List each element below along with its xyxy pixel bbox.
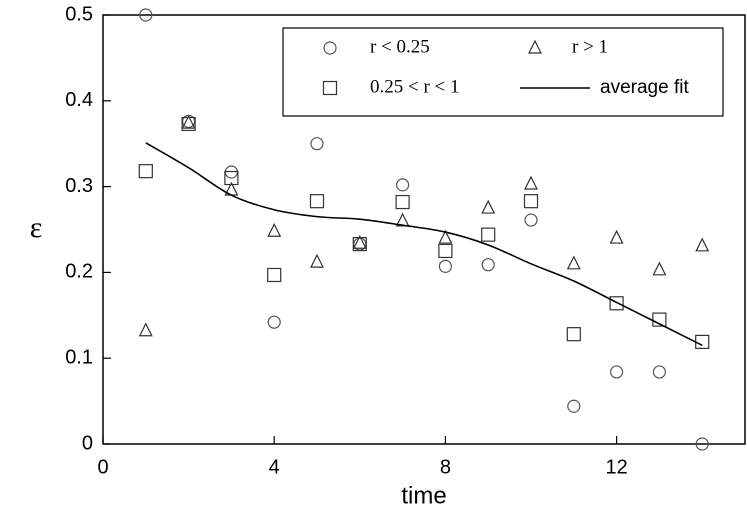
square-marker — [352, 236, 367, 252]
triangle-marker — [438, 229, 453, 244]
triangle-marker — [352, 234, 367, 249]
triangle-marker — [695, 237, 710, 252]
circle-marker — [567, 399, 581, 413]
square-marker — [481, 227, 496, 242]
square-marker — [224, 170, 239, 186]
square-marker — [609, 296, 624, 311]
square-marker — [309, 194, 325, 209]
y-tick-label: 0.5 — [65, 3, 93, 25]
triangle-marker — [181, 114, 196, 129]
circle-marker — [396, 178, 410, 192]
circle-marker — [323, 41, 337, 55]
triangle-marker — [528, 39, 542, 54]
circle-marker — [310, 137, 324, 151]
triangle-marker — [310, 253, 324, 268]
legend-label: r > 1 — [572, 36, 608, 57]
circle-marker — [524, 213, 538, 227]
square-marker — [523, 194, 539, 209]
square-marker — [267, 267, 282, 283]
x-tick-label: 12 — [605, 456, 627, 478]
circle-marker — [139, 8, 153, 22]
triangle-marker — [138, 322, 153, 337]
square-marker — [695, 334, 710, 349]
circle-marker — [481, 258, 495, 272]
fit-line — [145, 142, 703, 347]
triangle-marker — [566, 255, 581, 270]
circle-marker — [609, 365, 624, 379]
y-tick-label: 0.4 — [65, 89, 93, 111]
square-marker — [652, 312, 667, 327]
x-tick-label: 0 — [97, 456, 108, 478]
square-marker — [322, 80, 338, 96]
triangle-marker — [481, 199, 496, 214]
plot-frame — [102, 14, 746, 445]
triangle-marker — [609, 229, 624, 244]
square-marker — [438, 243, 453, 259]
y-tick-label: 0.1 — [65, 346, 93, 368]
y-axis-label: ε — [30, 211, 43, 244]
circle-marker — [695, 437, 709, 451]
x-tick-label: 4 — [269, 456, 280, 478]
legend-label: average fit — [600, 77, 689, 98]
triangle-marker — [267, 222, 282, 237]
y-tick-label: 0.3 — [65, 175, 93, 197]
circle-marker — [438, 259, 452, 273]
triangle-marker — [524, 175, 538, 190]
circle-marker — [652, 365, 667, 379]
legend-label: 0.25 < r < 1 — [370, 76, 460, 97]
x-axis-label: time — [401, 482, 446, 509]
square-marker — [566, 327, 581, 342]
legend-label: r < 0.25 — [370, 36, 430, 57]
y-tick-label: 0.2 — [65, 261, 93, 283]
square-marker — [181, 116, 196, 132]
y-tick-label: 0 — [82, 432, 93, 454]
square-marker — [138, 164, 153, 179]
legend-box — [282, 27, 724, 117]
x-tick-label: 8 — [440, 456, 451, 478]
triangle-marker — [652, 261, 667, 276]
circle-marker — [267, 315, 281, 329]
square-marker — [395, 194, 410, 210]
